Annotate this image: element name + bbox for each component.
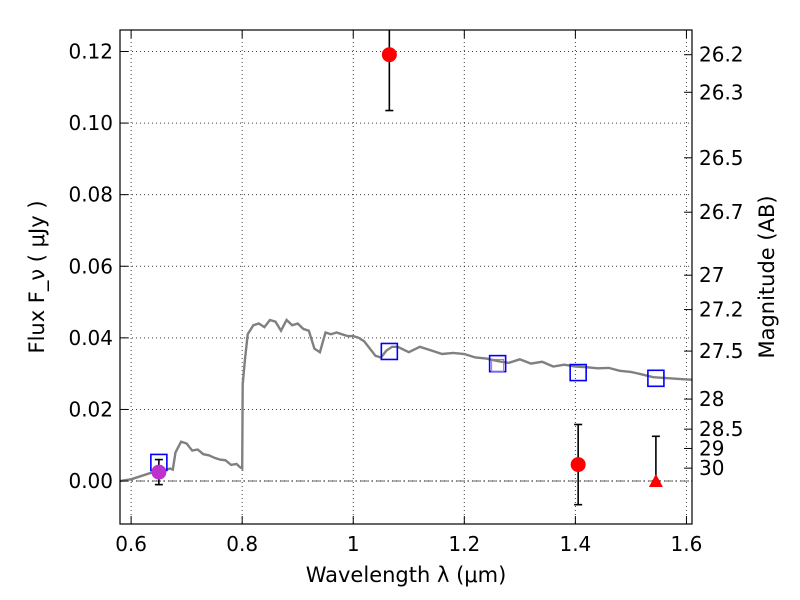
- y-tick-label: 0.02: [68, 397, 113, 421]
- model-sed-line: [119, 318, 693, 483]
- observed-point: [570, 457, 586, 473]
- right-tick-label: 28: [699, 387, 724, 411]
- y-tick-label: 0.04: [68, 326, 113, 350]
- y-tick-label: 0.00: [68, 469, 113, 493]
- right-tick-label: 26.7: [699, 200, 744, 224]
- right-tick-label: 27: [699, 263, 724, 287]
- y-tick-label: 0.06: [68, 254, 113, 278]
- y-axis-label: Flux F_ν ( μJy ): [25, 200, 50, 353]
- y-tick-label: 0.12: [68, 39, 113, 63]
- right-tick-label: 26.3: [699, 80, 744, 104]
- x-tick-label: 0.8: [226, 532, 258, 556]
- model-point-square: [647, 369, 665, 388]
- right-tick-label: 26.5: [699, 146, 744, 170]
- right-tick-label: 26.2: [699, 43, 744, 67]
- x-axis-label: Wavelength λ (μm): [306, 563, 507, 587]
- right-tick-label: 29: [699, 436, 724, 460]
- x-tick-label: 0.6: [115, 532, 147, 556]
- right-tick-label: 27.5: [699, 339, 744, 363]
- observed-point: [381, 47, 397, 63]
- plot-background: [120, 30, 692, 524]
- observed-point-violet: [151, 464, 167, 480]
- x-tick-label: 1.2: [448, 532, 480, 556]
- right-axis-label: Magnitude (AB): [755, 195, 779, 358]
- right-tick-label: 27.2: [699, 298, 744, 322]
- x-tick-label: 1: [347, 532, 360, 556]
- y-tick-label: 0.08: [68, 183, 113, 207]
- x-tick-label: 1.4: [559, 532, 591, 556]
- plot-frame: [119, 29, 693, 525]
- right-tick-label: 30: [699, 456, 724, 480]
- x-tick-label: 1.6: [671, 532, 703, 556]
- upper-limit-triangle: [648, 474, 663, 488]
- y-axis-ticks: 0.00 0.02 0.04 0.06 0.08 0.10 0.12: [68, 39, 128, 493]
- right-tick-label: 28.5: [699, 417, 744, 441]
- data-markers: [150, 47, 665, 488]
- y-tick-label: 0.10: [68, 111, 113, 135]
- model-point-inner-square: [491, 358, 505, 372]
- model-point-square: [569, 363, 587, 382]
- x-axis-ticks: 0.6 0.8 1 1.2 1.4 1.6: [115, 30, 702, 556]
- model-point-square: [380, 342, 399, 361]
